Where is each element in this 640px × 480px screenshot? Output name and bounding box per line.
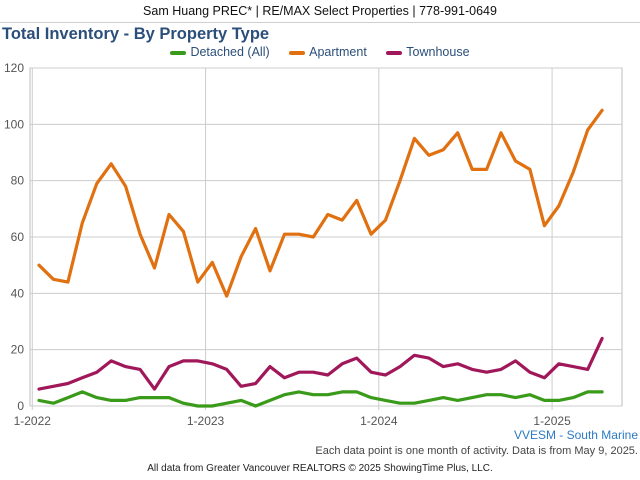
chart-legend: Detached (All) Apartment Townhouse — [0, 45, 640, 59]
x-tick-label-1-2025: 1-2025 — [533, 414, 571, 428]
legend-swatch-apartment — [289, 50, 306, 55]
y-tick-label-60: 60 — [11, 230, 25, 244]
y-tick-label-0: 0 — [17, 399, 24, 413]
legend-label-detached: Detached (All) — [190, 45, 270, 59]
agent-header: Sam Huang PREC* | RE/MAX Select Properti… — [0, 0, 640, 23]
legend-label-townhouse: Townhouse — [406, 45, 470, 59]
y-tick-label-120: 120 — [4, 61, 24, 75]
x-tick-label-1-2022: 1-2022 — [14, 414, 52, 428]
y-tick-label-100: 100 — [4, 117, 24, 131]
region-label: VVESM - South Marine — [513, 428, 638, 442]
legend-swatch-detached — [170, 50, 187, 55]
y-tick-label-80: 80 — [11, 174, 25, 188]
legend-swatch-townhouse — [386, 50, 403, 55]
legend-item-detached: Detached (All) — [170, 45, 270, 59]
legend-item-townhouse: Townhouse — [386, 45, 470, 59]
series-line-apartment — [37, 108, 604, 298]
series-line-townhouse — [37, 336, 604, 391]
x-tick-label-1-2023: 1-2023 — [187, 414, 225, 428]
legend-label-apartment: Apartment — [309, 45, 367, 59]
x-tick-label-1-2024: 1-2024 — [360, 414, 398, 428]
data-note: Each data point is one month of activity… — [315, 445, 638, 457]
legend-item-apartment: Apartment — [289, 45, 367, 59]
y-tick-label-40: 40 — [11, 286, 25, 300]
series-line-detached-all — [37, 390, 604, 408]
chart-title: Total Inventory - By Property Type — [2, 25, 270, 43]
source-credit: All data from Greater Vancouver REALTORS… — [147, 463, 493, 474]
y-tick-label-20: 20 — [11, 343, 25, 357]
